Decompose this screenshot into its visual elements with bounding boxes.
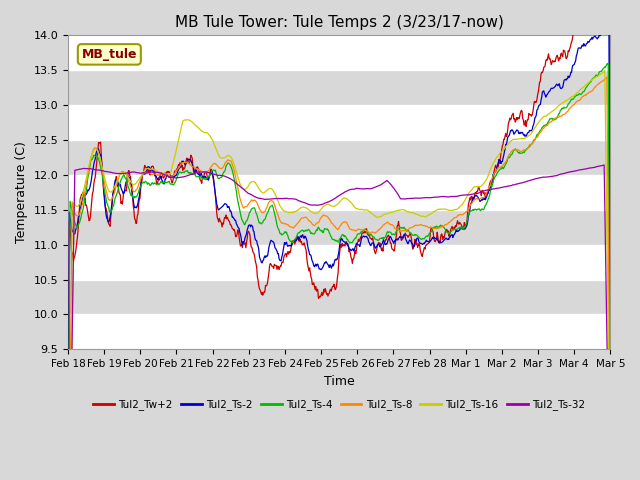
Tul2_Ts-16 xyxy=(379,212,387,218)
Tul2_Ts-8 xyxy=(476,196,483,202)
Line: Tul2_Ts-16: Tul2_Ts-16 xyxy=(68,71,611,480)
Tul2_Tw+2 xyxy=(394,223,401,228)
Tul2_Ts-16 xyxy=(476,184,483,190)
Tul2_Ts-2 xyxy=(379,239,387,244)
Tul2_Tw+2 xyxy=(410,244,417,250)
Tul2_Ts-8 xyxy=(603,74,611,80)
Tul2_Ts-8 xyxy=(97,162,105,168)
Tul2_Ts-16 xyxy=(394,208,401,214)
Tul2_Ts-2 xyxy=(97,156,105,162)
Tul2_Ts-32 xyxy=(410,195,417,201)
Tul2_Ts-2 xyxy=(410,244,417,250)
Tul2_Ts-32 xyxy=(531,176,539,182)
Tul2_Ts-2 xyxy=(604,14,612,20)
Tul2_Ts-4 xyxy=(604,60,611,66)
Tul2_Ts-8 xyxy=(531,137,539,143)
Line: Tul2_Ts-4: Tul2_Ts-4 xyxy=(68,63,611,480)
Tul2_Ts-4 xyxy=(394,227,401,233)
Bar xyxy=(68,105,611,140)
Tul2_Ts-32 xyxy=(97,168,105,173)
X-axis label: Time: Time xyxy=(324,374,355,387)
Line: Tul2_Ts-8: Tul2_Ts-8 xyxy=(68,77,611,480)
Tul2_Ts-8 xyxy=(410,224,417,229)
Legend: Tul2_Tw+2, Tul2_Ts-2, Tul2_Ts-4, Tul2_Ts-8, Tul2_Ts-16, Tul2_Ts-32: Tul2_Tw+2, Tul2_Ts-2, Tul2_Ts-4, Tul2_Ts… xyxy=(89,396,589,415)
Line: Tul2_Ts-32: Tul2_Ts-32 xyxy=(68,165,611,480)
Y-axis label: Temperature (C): Temperature (C) xyxy=(15,142,28,243)
Tul2_Ts-8 xyxy=(379,223,387,228)
Tul2_Tw+2 xyxy=(97,152,105,158)
Title: MB Tule Tower: Tule Temps 2 (3/23/17-now): MB Tule Tower: Tule Temps 2 (3/23/17-now… xyxy=(175,15,504,30)
Tul2_Ts-16 xyxy=(410,210,417,216)
Tul2_Ts-32 xyxy=(476,190,483,196)
Bar xyxy=(68,175,611,210)
Tul2_Ts-4 xyxy=(379,236,387,241)
Tul2_Ts-16 xyxy=(531,125,539,131)
Bar xyxy=(68,36,611,70)
Tul2_Ts-16 xyxy=(97,160,105,166)
Tul2_Ts-8 xyxy=(607,463,614,468)
Tul2_Ts-32 xyxy=(394,191,401,196)
Tul2_Ts-16 xyxy=(601,68,609,74)
Line: Tul2_Tw+2: Tul2_Tw+2 xyxy=(68,0,611,480)
Tul2_Tw+2 xyxy=(531,98,539,104)
Tul2_Ts-32 xyxy=(379,180,387,186)
Bar xyxy=(68,314,611,349)
Tul2_Ts-4 xyxy=(607,466,614,471)
Line: Tul2_Ts-2: Tul2_Ts-2 xyxy=(68,17,611,480)
Tul2_Tw+2 xyxy=(607,235,614,241)
Bar xyxy=(68,245,611,279)
Tul2_Ts-2 xyxy=(607,412,614,418)
Tul2_Ts-2 xyxy=(476,196,483,202)
Tul2_Tw+2 xyxy=(476,186,483,192)
Tul2_Ts-2 xyxy=(394,236,401,242)
Tul2_Ts-32 xyxy=(600,162,608,168)
Tul2_Ts-8 xyxy=(394,226,401,232)
Tul2_Ts-4 xyxy=(410,232,417,238)
Tul2_Ts-4 xyxy=(476,206,483,212)
Tul2_Tw+2 xyxy=(379,248,387,254)
Tul2_Ts-4 xyxy=(97,168,105,173)
Tul2_Ts-2 xyxy=(531,115,539,120)
Text: MB_tule: MB_tule xyxy=(81,48,137,61)
Tul2_Ts-4 xyxy=(531,137,539,143)
